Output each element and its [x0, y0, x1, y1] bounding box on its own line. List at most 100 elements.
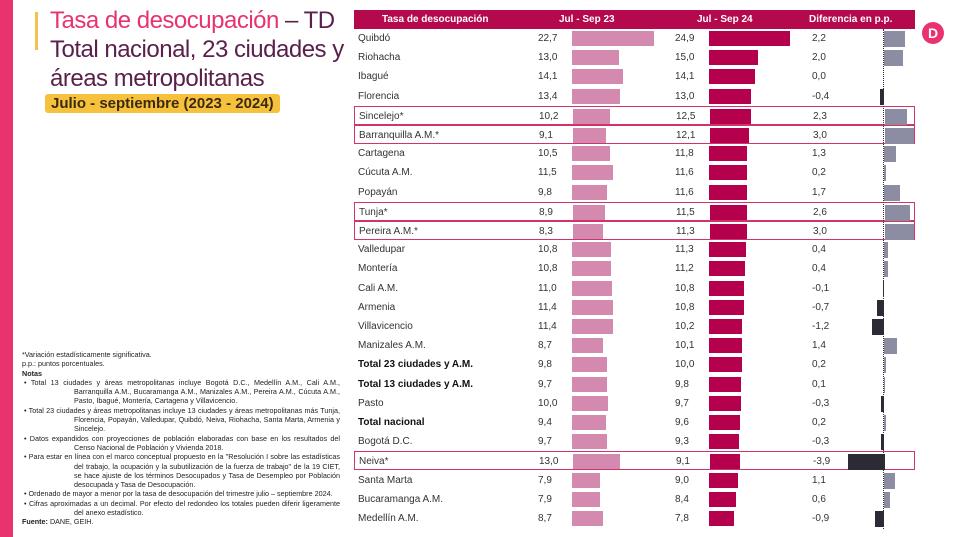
row-name: Barranquilla A.M.* — [359, 130, 440, 141]
bar-2024 — [709, 376, 741, 392]
value-diff: -3,9 — [813, 456, 831, 468]
bar-2024 — [709, 511, 735, 526]
bar-diff — [877, 299, 884, 316]
bar-diff — [884, 146, 897, 163]
table-row: Pereira A.M.* 8,3 11,3 3,0 — [354, 221, 915, 240]
value-2024: 12,5 — [676, 110, 696, 122]
note-item: • Datos expandidos con proyecciones de p… — [24, 433, 340, 452]
bar-2024 — [709, 357, 742, 373]
value-2023: 13,4 — [538, 90, 558, 102]
table-row: Total 23 ciudades y A.M. 9,8 10,0 0,2 — [354, 355, 915, 374]
table-row: Cúcuta A.M. 11,5 11,6 0,2 — [354, 163, 915, 182]
value-2023: 13,0 — [538, 52, 558, 64]
title-line2: Total nacional, 23 ciudades y — [50, 36, 344, 63]
value-diff: -0,4 — [812, 90, 830, 102]
bar-2023 — [572, 511, 604, 526]
bar-2024 — [709, 88, 752, 104]
row-name: Neiva* — [359, 456, 389, 468]
bar-2023 — [572, 261, 611, 277]
bar-2024 — [709, 31, 790, 46]
value-2024: 10,1 — [675, 340, 695, 352]
table-row: Montería 10,8 11,2 0,4 — [354, 259, 915, 278]
row-name: Popayán — [358, 186, 398, 198]
row-name: Medellín A.M. — [358, 513, 419, 524]
bar-2023 — [573, 204, 606, 220]
bar-2023 — [572, 491, 601, 507]
table-row: Bucaramanga A.M. 7,9 8,4 0,6 — [354, 490, 915, 509]
row-name: Villavicencio — [358, 321, 413, 332]
bar-diff — [884, 338, 898, 355]
value-diff: 0,2 — [812, 359, 826, 371]
row-name: Sincelejo* — [359, 110, 404, 122]
note-item: • Para estar en línea con el marco conce… — [24, 452, 340, 490]
bar-diff — [884, 184, 901, 201]
value-diff: 1,4 — [812, 340, 826, 352]
bar-2024 — [709, 242, 746, 258]
value-2024: 9,7 — [675, 397, 689, 409]
bar-2023 — [572, 165, 614, 181]
value-diff: -0,3 — [812, 397, 830, 409]
row-name: Bucaramanga A.M. — [358, 493, 444, 505]
table-row: Pasto 10,0 9,7 -0,3 — [354, 394, 915, 413]
row-name: Total 23 ciudades y A.M. — [358, 359, 474, 371]
title-accent — [35, 12, 38, 50]
bar-2023 — [572, 31, 654, 46]
bar-2024 — [709, 165, 747, 181]
bar-2023 — [572, 184, 608, 200]
bar-2024 — [709, 415, 741, 430]
sig-note: *Variación estadísticamente significativ… — [22, 350, 152, 359]
bar-2023 — [572, 338, 604, 354]
bar-2024 — [710, 108, 751, 124]
bar-diff — [847, 454, 885, 471]
value-diff: 0,4 — [812, 244, 826, 256]
bar-diff — [880, 88, 884, 105]
value-diff: 2,2 — [812, 33, 826, 44]
table-row: Neiva* 13,0 9,1 -3,9 — [354, 451, 915, 471]
table-row: Quibdó 22,7 24,9 2,2 — [354, 29, 915, 48]
bar-diff — [884, 491, 890, 508]
table-row: Bogotá D.C. 9,7 9,3 -0,3 — [354, 432, 915, 451]
title-main: Tasa de desocupación — [50, 7, 279, 34]
row-name: Quibdó — [358, 33, 391, 44]
table-row: Florencia 13,4 13,0 -0,4 — [354, 87, 915, 106]
table-row: Ibagué 14,1 14,1 0,0 — [354, 67, 915, 86]
bar-2023 — [572, 69, 623, 85]
value-2024: 9,1 — [676, 456, 690, 468]
bar-diff — [884, 415, 886, 431]
value-2024: 15,0 — [675, 52, 695, 64]
bar-2023 — [572, 280, 612, 296]
bar-2024 — [709, 395, 741, 411]
table-row: Armenia 11,4 10,8 -0,7 — [354, 298, 915, 317]
value-2024: 11,3 — [676, 226, 695, 237]
bar-2024 — [709, 184, 747, 200]
note-item: • Total 13 ciudades y áreas metropolitan… — [24, 377, 340, 406]
note-item: • Total 23 ciudades y áreas metropolitan… — [24, 405, 340, 434]
bar-2024 — [710, 204, 748, 220]
value-2023: 11,4 — [538, 321, 557, 332]
table-row: Valledupar 10,8 11,3 0,4 — [354, 240, 915, 259]
value-diff: 0,0 — [812, 71, 826, 83]
bar-2024 — [709, 472, 739, 488]
table-header: Tasa de desocupación Jul - Sep 23 Jul - … — [354, 10, 915, 29]
table-row: Cartagena 10,5 11,8 1,3 — [354, 144, 915, 163]
table-row: Total nacional 9,4 9,6 0,2 — [354, 413, 915, 432]
bar-diff — [884, 357, 886, 374]
bar-2023 — [572, 434, 607, 450]
notes-heading: Notas — [22, 368, 42, 378]
value-2023: 11,5 — [538, 167, 557, 179]
value-2023: 9,7 — [538, 378, 552, 390]
col-header-indicator: Tasa de desocupación — [382, 14, 489, 25]
table-row: Cali A.M. 11,0 10,8 -0,1 — [354, 279, 915, 298]
bar-diff — [884, 242, 888, 259]
value-diff: 3,0 — [813, 130, 827, 141]
source-label: Fuente: — [22, 517, 48, 527]
value-diff: 0,1 — [812, 378, 826, 390]
value-2024: 9,0 — [675, 474, 689, 486]
value-2023: 7,9 — [538, 493, 552, 505]
value-2023: 8,7 — [538, 340, 552, 352]
bar-2023 — [573, 128, 606, 143]
value-2023: 14,1 — [538, 71, 558, 83]
value-2024: 24,9 — [675, 33, 695, 44]
value-2024: 10,0 — [675, 359, 695, 371]
table-row: Manizales A.M. 8,7 10,1 1,4 — [354, 336, 915, 355]
